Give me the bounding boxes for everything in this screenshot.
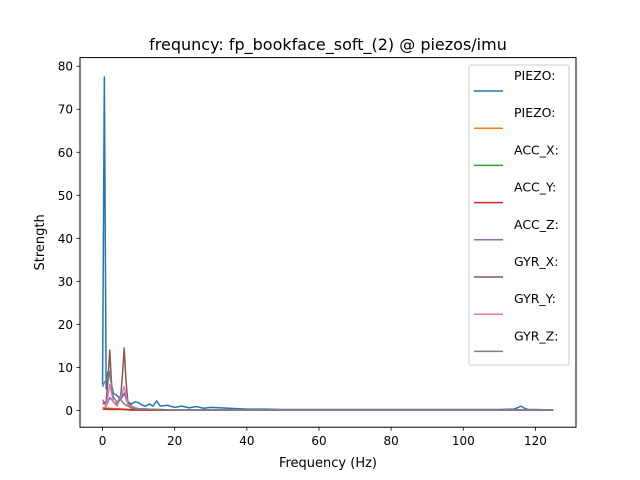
x-tick-label: 100	[452, 434, 475, 448]
legend-label-7: GYR_Z:	[514, 328, 558, 343]
y-tick-label: 60	[58, 146, 73, 160]
y-tick-label: 20	[58, 318, 73, 332]
y-tick-label: 70	[58, 103, 73, 117]
x-tick-label: 0	[99, 434, 107, 448]
y-tick-label: 0	[65, 404, 73, 418]
y-axis-label: Strength	[33, 214, 48, 270]
series-layer	[101, 76, 554, 411]
x-tick-label: 20	[167, 434, 182, 448]
y-tick-label: 40	[58, 232, 73, 246]
y-tick-label: 10	[58, 361, 73, 375]
plot-area	[79, 57, 577, 428]
y-tick-label: 30	[58, 275, 73, 289]
y-tick-label: 80	[58, 60, 73, 74]
legend-label-0: PIEZO:	[514, 68, 556, 83]
legend: PIEZO: PIEZO: ACC_X: ACC_Y: ACC_Z: GYR_X: GYR_…	[468, 64, 570, 366]
x-axis-label: Frequency (Hz)	[279, 456, 377, 471]
legend-label-2: ACC_X:	[514, 142, 559, 157]
legend-label-6: GYR_Y:	[514, 291, 556, 306]
x-tick-label: 40	[239, 434, 254, 448]
chart-title: frequncy: fp_bookface_soft_(2) @ piezos/…	[149, 35, 507, 55]
legend-frame	[468, 64, 570, 366]
x-tick-label: 120	[524, 434, 547, 448]
x-axis: 0 20 40 60 80 100 120	[99, 427, 547, 448]
legend-label-3: ACC_Y:	[514, 180, 556, 195]
x-tick-label: 80	[383, 434, 398, 448]
y-tick-label: 50	[58, 189, 73, 203]
x-tick-label: 60	[311, 434, 326, 448]
series-line-7	[101, 370, 554, 411]
y-axis: 0 10 20 30 40 50 60 70 80	[58, 60, 80, 418]
legend-label-5: GYR_X:	[514, 254, 558, 269]
plot-frame	[79, 57, 577, 428]
legend-label-4: ACC_Z:	[514, 217, 559, 232]
legend-label-1: PIEZO:	[514, 105, 556, 120]
